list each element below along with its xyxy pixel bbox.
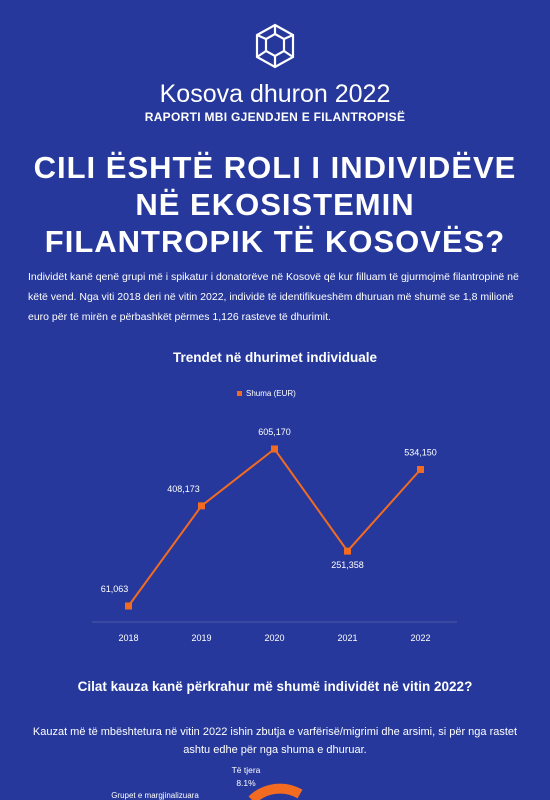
headline: FILANTROPIK TË KOSOVËS? <box>44 224 506 259</box>
pie-label: Grupet e margjinalizuara <box>111 791 199 800</box>
section-title: Cilat kauza kanë përkrahur më shumë indi… <box>77 679 473 694</box>
headline: CILI ËSHTË ROLI I INDIVIDËVE <box>33 150 517 185</box>
line <box>127 447 422 607</box>
value-label: 534,150 <box>404 447 437 457</box>
x-tick-label: 2022 <box>410 633 430 643</box>
point <box>344 547 351 555</box>
x-tick-label: 2020 <box>264 633 284 643</box>
point <box>417 465 424 473</box>
pie-label: Të tjera <box>232 765 261 775</box>
headline: NË EKOSISTEMIN <box>135 187 415 222</box>
point <box>271 445 278 453</box>
value-label: 605,170 <box>258 427 291 437</box>
chart-title: Trendet në dhurimet individuale <box>173 350 378 365</box>
logo <box>255 23 295 69</box>
value-label: 61,063 <box>101 584 129 594</box>
legend-swatch <box>237 391 242 396</box>
legend-label: Shuma (EUR) <box>246 389 296 398</box>
point <box>198 502 205 510</box>
x-tick-label: 2021 <box>337 633 357 643</box>
x-tick-label: 2018 <box>118 633 138 643</box>
subtitle: RAPORTI MBI GJENDJEN E FILANTROPISË <box>144 110 406 124</box>
pie-arc <box>248 783 303 800</box>
section-text: Kauzat më të mbështetura në vitin 2022 i… <box>32 726 518 756</box>
intro: Individët kanë qenë grupi më i spikatur … <box>28 271 519 323</box>
chart: Trendet në dhurimet individuale 2018 2019… <box>92 350 457 643</box>
point <box>125 602 132 610</box>
value-label: 251,358 <box>331 560 364 570</box>
pie-label: 8.1% <box>236 778 256 788</box>
pie-preview: Të tjera 8.1% Grupet e margjinalizuara <box>111 765 303 800</box>
brand: Kosova dhuron 2022 <box>159 80 391 108</box>
x-tick-label: 2019 <box>191 633 211 643</box>
value-label: 408,173 <box>167 484 200 494</box>
